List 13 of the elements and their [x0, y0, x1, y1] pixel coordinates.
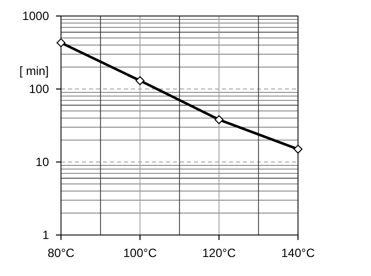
- y-tick-label: 10: [36, 155, 50, 170]
- y-tick-label: 100: [28, 82, 50, 96]
- x-tick-label: 100°C: [123, 246, 158, 260]
- x-tick-label: 140°C: [281, 246, 316, 260]
- y-axis-title: [ min]: [19, 64, 49, 78]
- point: [56, 38, 66, 48]
- point: [294, 144, 302, 154]
- y-tick-label: 1: [42, 228, 50, 242]
- y-tick-label: 1000: [22, 9, 50, 24]
- x-tick-label: 80°C: [48, 246, 75, 260]
- point: [214, 115, 224, 124]
- point: [136, 76, 144, 86]
- x-tick-label: 120°C: [202, 246, 236, 260]
